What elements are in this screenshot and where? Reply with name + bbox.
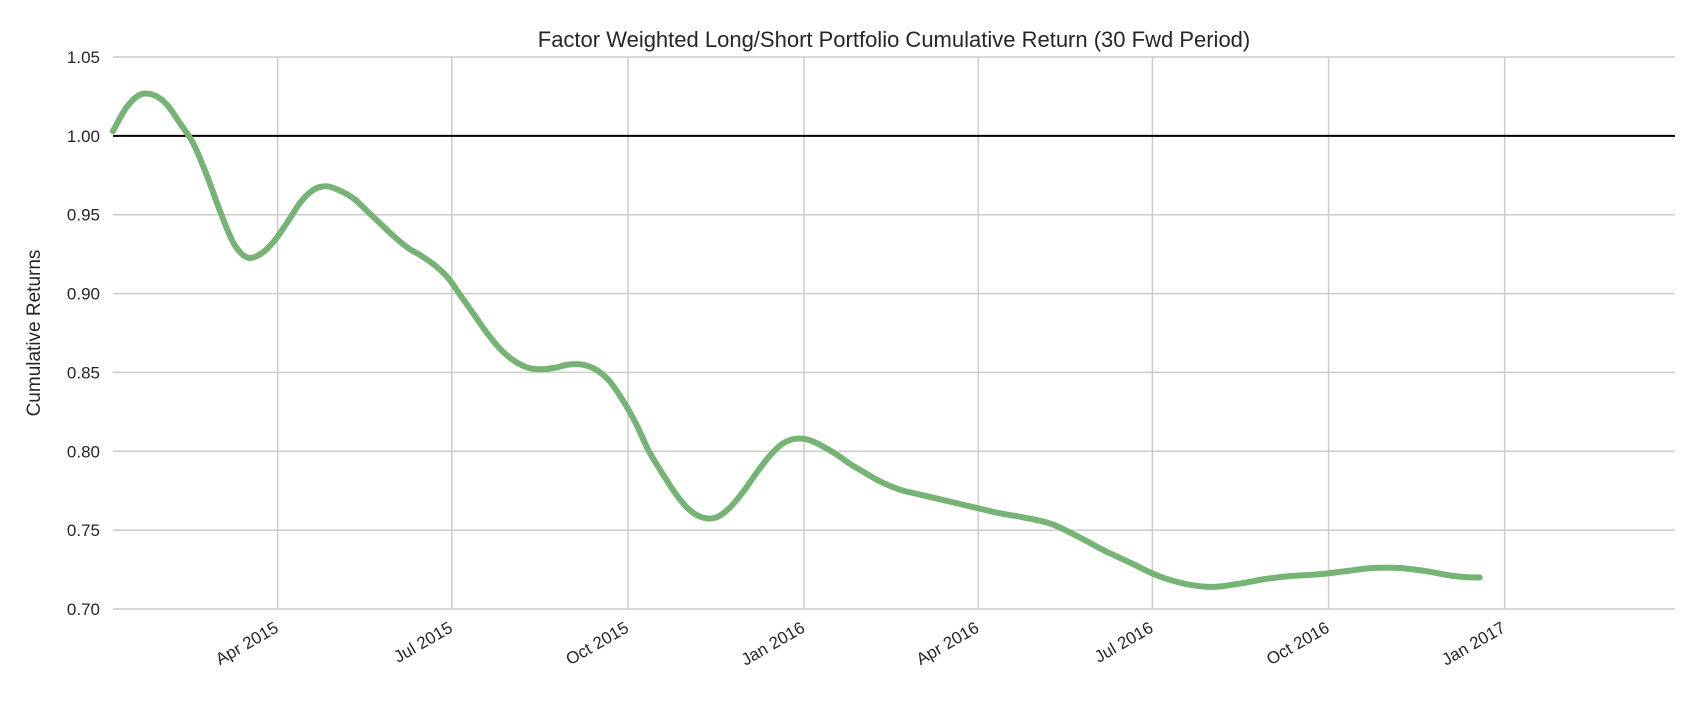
y-tick-labels: 0.70 0.75 0.80 0.85 0.90 0.95 1.00 1.05	[67, 48, 100, 619]
x-tick-label: Oct 2016	[1263, 618, 1332, 669]
x-tick-label: Apr 2016	[913, 618, 982, 669]
x-tick-label: Jan 2017	[1439, 618, 1509, 669]
x-tick-label: Apr 2015	[212, 618, 281, 669]
grid-layer	[113, 56, 1675, 610]
y-tick-label: 0.80	[67, 442, 100, 461]
x-tick-label: Jul 2016	[1091, 618, 1156, 667]
x-tick-label: Jan 2016	[738, 618, 808, 669]
y-axis-label: Cumulative Returns	[24, 250, 45, 417]
y-tick-label: 1.05	[67, 48, 100, 67]
chart-title: Factor Weighted Long/Short Portfolio Cum…	[538, 27, 1251, 52]
x-tick-label: Oct 2015	[563, 618, 632, 669]
series-line	[110, 90, 1483, 590]
x-tick-labels: Apr 2015 Jul 2015 Oct 2015 Jan 2016 Apr 2016…	[212, 618, 1508, 669]
y-tick-label: 0.90	[67, 285, 100, 304]
y-tick-label: 1.00	[67, 127, 100, 146]
y-tick-label: 0.75	[67, 521, 100, 540]
y-tick-label: 0.85	[67, 363, 100, 382]
y-tick-label: 0.70	[67, 600, 100, 619]
x-tick-label: Jul 2015	[391, 618, 456, 667]
y-tick-label: 0.95	[67, 206, 100, 225]
